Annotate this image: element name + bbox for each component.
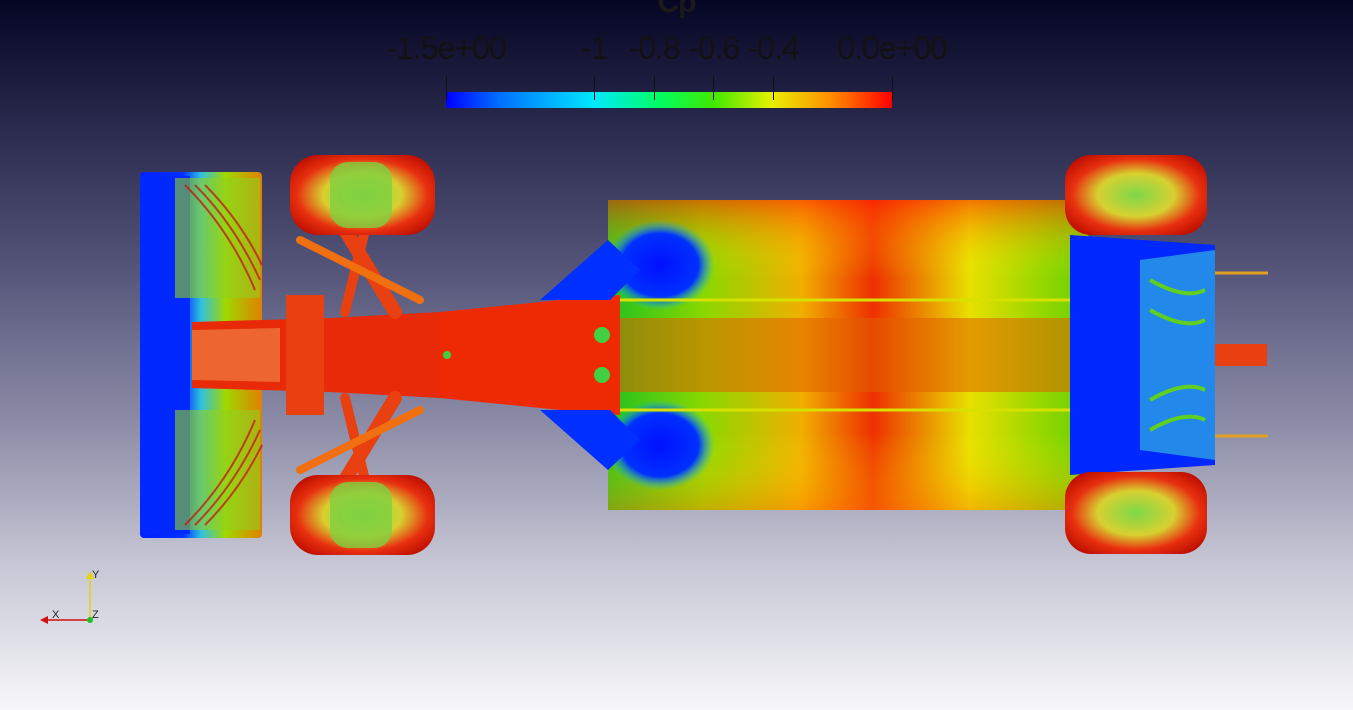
- colorbar-gradient: [446, 92, 892, 108]
- colorbar-tick-mark: [713, 76, 715, 100]
- rear-left-tyre: [1065, 155, 1207, 235]
- front-right-tyre: [290, 475, 435, 555]
- colorbar-tick-label: -1.5e+00: [386, 30, 506, 66]
- axis-y-label: Y: [92, 569, 100, 581]
- colorbar-tick-mark: [594, 76, 596, 100]
- colorbar-tick-mark: [891, 76, 893, 100]
- colorbar-tick-label: 0.0e+00: [837, 30, 948, 66]
- colorbar-tick-mark: [445, 76, 447, 100]
- colorbar-tick-label: -0.8: [628, 30, 681, 66]
- colorbar-tick-label: -1: [581, 30, 608, 66]
- diffuser: [1070, 235, 1268, 475]
- axis-x-label: X: [52, 609, 60, 621]
- chassis-centre: [440, 295, 1140, 415]
- colorbar-tick-mark: [772, 76, 774, 100]
- axis-z-label: Z: [92, 609, 99, 621]
- rear-right-tyre: [1065, 472, 1207, 554]
- colorbar-tick-mark: [653, 76, 655, 100]
- orientation-axes: [40, 571, 94, 624]
- colorbar-title: Cp: [657, 0, 697, 19]
- front-left-tyre: [290, 155, 435, 235]
- colorbar-tick-label: -0.6: [688, 30, 740, 66]
- front-suspension: [296, 223, 424, 487]
- colorbar-tick-label: -0.4: [747, 30, 799, 66]
